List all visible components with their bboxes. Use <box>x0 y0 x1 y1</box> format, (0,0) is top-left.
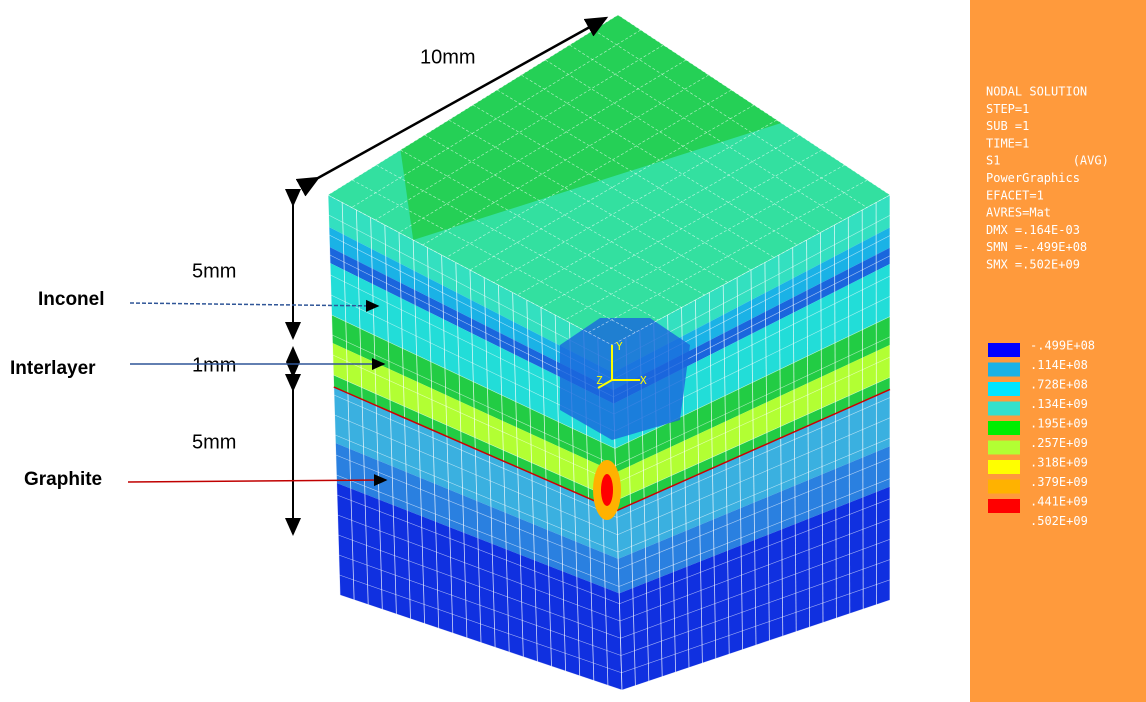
inconel-label: Inconel <box>38 289 105 310</box>
legend-value: .502E+09 <box>1030 514 1088 528</box>
legend-swatch <box>988 499 1020 513</box>
inconel-thickness: 5mm <box>192 260 236 282</box>
legend-swatch <box>988 382 1020 396</box>
legend-value: .257E+09 <box>1030 436 1088 450</box>
legend-swatch <box>988 363 1020 377</box>
width-label: 10mm <box>420 46 476 68</box>
triad-x: X <box>640 374 647 387</box>
triad-z: Z <box>596 374 603 387</box>
graphite-thickness: 5mm <box>192 431 236 453</box>
page: Y Z X 10mm 5mm 1mm 5mm Inconel Interlaye… <box>0 0 1146 702</box>
interlayer-label: Interlayer <box>10 358 96 379</box>
legend-value: .441E+09 <box>1030 495 1088 509</box>
legend-header-line: S1 (AVG) <box>986 154 1109 168</box>
legend-swatch <box>988 441 1020 455</box>
legend-header-line: SUB =1 <box>986 119 1029 133</box>
legend-header-line: DMX =.164E-03 <box>986 223 1080 237</box>
legend-swatch <box>988 460 1020 474</box>
legend-swatch <box>988 421 1020 435</box>
legend-value: .318E+09 <box>1030 456 1088 470</box>
legend-header-line: AVRES=Mat <box>986 206 1051 220</box>
legend-value: .195E+09 <box>1030 417 1088 431</box>
legend-header-line: SMN =-.499E+08 <box>986 240 1087 254</box>
legend-value: .114E+08 <box>1030 358 1088 372</box>
fea-cube <box>328 15 890 690</box>
interlayer-thickness: 1mm <box>192 354 236 376</box>
legend-value: .728E+08 <box>1030 378 1088 392</box>
triad-y: Y <box>616 340 623 353</box>
legend-value: .379E+09 <box>1030 475 1088 489</box>
hotspot-core <box>601 474 613 506</box>
graphite-label: Graphite <box>24 469 102 490</box>
legend-header-line: SMX =.502E+09 <box>986 258 1080 272</box>
legend-header-line: NODAL SOLUTION <box>986 85 1087 99</box>
legend-header-line: STEP=1 <box>986 102 1029 116</box>
legend-header-line: TIME=1 <box>986 136 1029 150</box>
interlayer-arrow <box>286 346 300 378</box>
legend-header-line: EFACET=1 <box>986 188 1044 202</box>
legend-value: .134E+09 <box>1030 397 1088 411</box>
legend-swatch <box>988 343 1020 357</box>
legend-value: -.499E+08 <box>1030 339 1095 353</box>
legend-swatch <box>988 402 1020 416</box>
legend-header-line: PowerGraphics <box>986 171 1080 185</box>
legend-swatch <box>988 480 1020 494</box>
